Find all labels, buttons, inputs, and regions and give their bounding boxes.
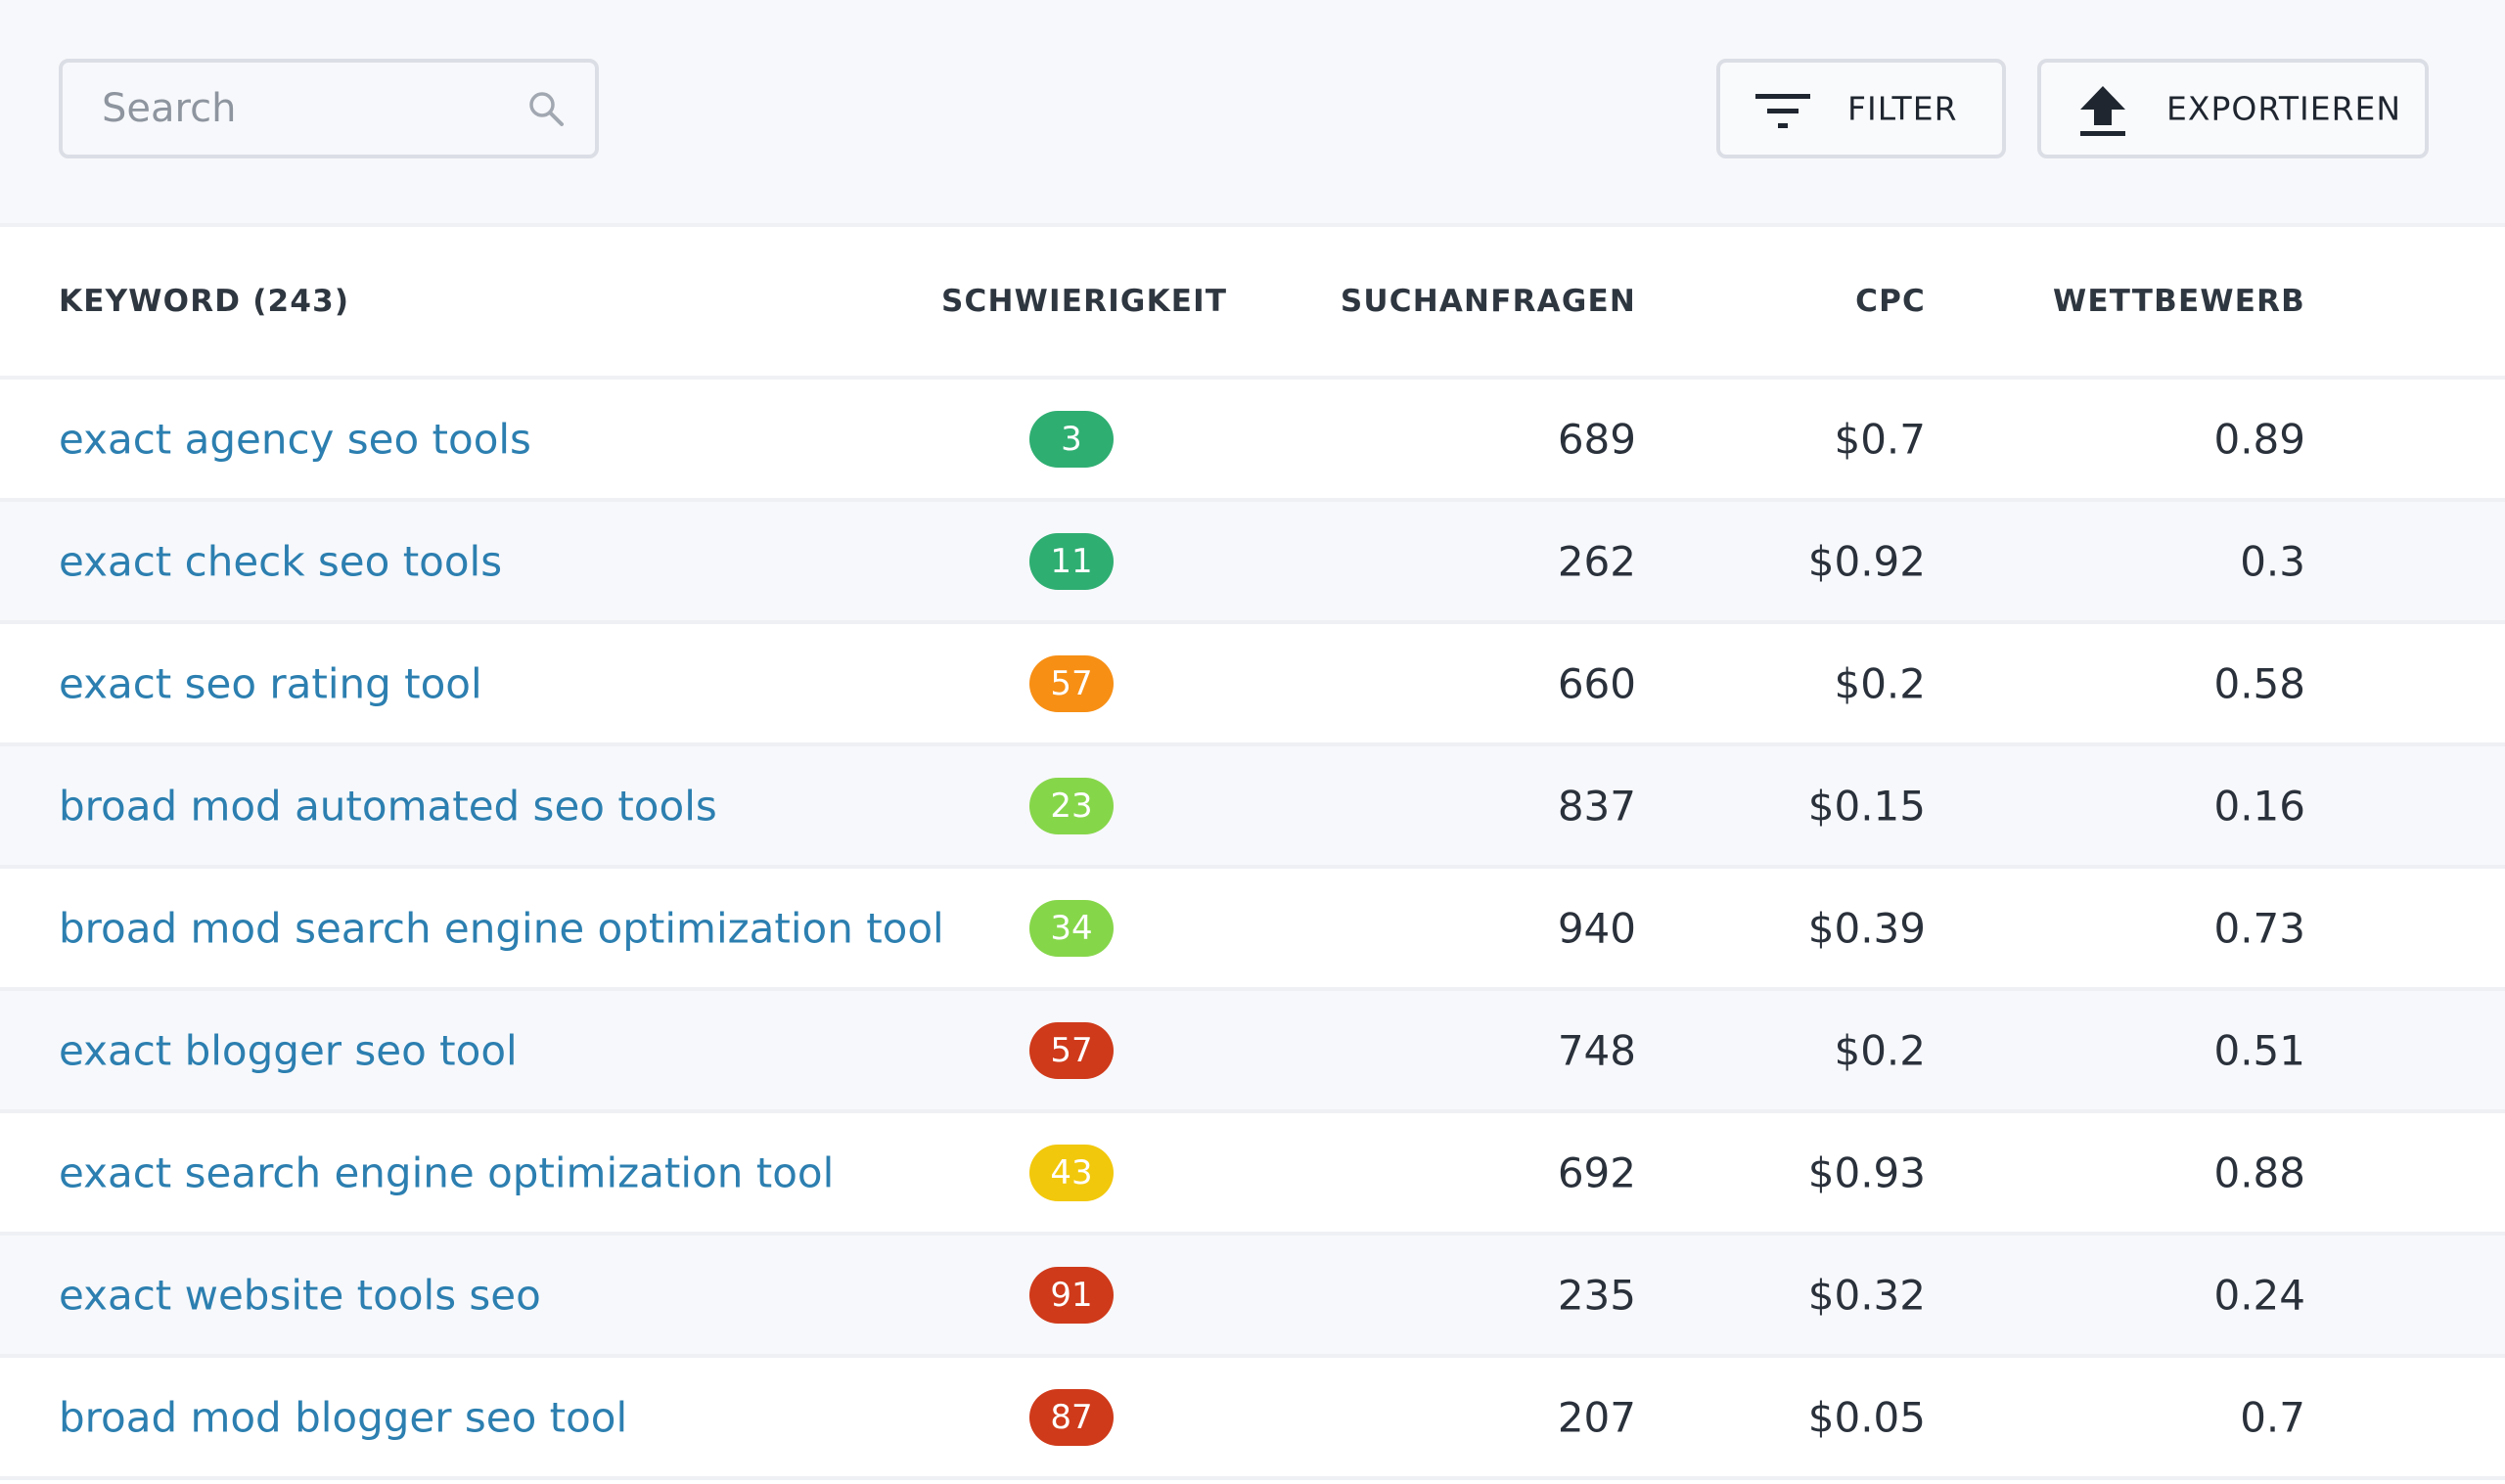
cpc-cell: $0.92	[1807, 537, 1926, 585]
table-row[interactable]: exact agency seo tools 3 689 $0.7 0.89	[0, 380, 2505, 502]
search-icon[interactable]	[526, 89, 566, 128]
competition-cell: 0.89	[2213, 415, 2305, 463]
table-row[interactable]: broad mod automated seo tools 23 837 $0.15 0…	[0, 746, 2505, 869]
keyword-link[interactable]: broad mod blogger seo tool	[59, 1393, 628, 1441]
search-volume-cell: 748	[1557, 1026, 1636, 1074]
table-row[interactable]: exact blogger seo tool 57 748 $0.2 0.51	[0, 991, 2505, 1113]
difficulty-badge: 23	[1029, 777, 1114, 834]
search-volume-cell: 692	[1557, 1148, 1636, 1196]
column-header-volume[interactable]: SUCHANFRAGEN	[1340, 284, 1636, 319]
difficulty-badge: 43	[1029, 1144, 1114, 1201]
keyword-link[interactable]: exact agency seo tools	[59, 415, 531, 463]
competition-cell: 0.51	[2213, 1026, 2305, 1074]
cpc-cell: $0.2	[1834, 659, 1926, 707]
table-row[interactable]: exact search engine optimization tool 43 6…	[0, 1113, 2505, 1236]
filter-button-label: FILTER	[1847, 89, 1958, 128]
table-row[interactable]: broad mod search engine optimization too…	[0, 869, 2505, 991]
competition-cell: 0.7	[2240, 1393, 2305, 1441]
difficulty-badge: 87	[1029, 1388, 1114, 1446]
competition-cell: 0.58	[2213, 659, 2305, 707]
keyword-link[interactable]: exact check seo tools	[59, 537, 503, 585]
search-volume-cell: 940	[1557, 904, 1636, 952]
competition-cell: 0.73	[2213, 904, 2305, 952]
keyword-link[interactable]: broad mod automated seo tools	[59, 782, 717, 830]
cpc-cell: $0.05	[1807, 1393, 1926, 1441]
export-button[interactable]: EXPORTIEREN	[2037, 59, 2429, 158]
cpc-cell: $0.15	[1807, 782, 1926, 830]
competition-cell: 0.16	[2213, 782, 2305, 830]
table-row[interactable]: exact seo rating tool 57 660 $0.2 0.58	[0, 624, 2505, 746]
keyword-link[interactable]: exact seo rating tool	[59, 659, 482, 707]
search-volume-cell: 660	[1557, 659, 1636, 707]
keyword-link[interactable]: broad mod search engine optimization too…	[59, 904, 944, 952]
keyword-link[interactable]: exact blogger seo tool	[59, 1026, 518, 1074]
table-header-row: KEYWORD (243) SCHWIERIGKEIT SUCHANFRAGEN…	[0, 223, 2505, 380]
upload-icon	[2080, 86, 2125, 136]
difficulty-badge: 11	[1029, 532, 1114, 590]
search-volume-cell: 837	[1557, 782, 1636, 830]
difficulty-badge: 34	[1029, 899, 1114, 957]
column-header-difficulty[interactable]: SCHWIERIGKEIT	[941, 284, 1228, 319]
cpc-cell: $0.2	[1834, 1026, 1926, 1074]
search-volume-cell: 207	[1557, 1393, 1636, 1441]
cpc-cell: $0.93	[1807, 1148, 1926, 1196]
keyword-table: KEYWORD (243) SCHWIERIGKEIT SUCHANFRAGEN…	[0, 223, 2505, 1484]
table-row[interactable]: exact check seo tools 11 262 $0.92 0.3	[0, 502, 2505, 624]
cpc-cell: $0.32	[1807, 1271, 1926, 1319]
search-box[interactable]	[59, 59, 599, 158]
table-row[interactable]: broad mod blogger seo tool 87 207 $0.05 0.7	[0, 1358, 2505, 1480]
search-volume-cell: 689	[1557, 415, 1636, 463]
column-header-cpc[interactable]: CPC	[1855, 284, 1926, 319]
difficulty-badge: 57	[1029, 654, 1114, 712]
column-header-competition[interactable]: WETTBEWERB	[2052, 284, 2305, 319]
search-volume-cell: 262	[1557, 537, 1636, 585]
filter-icon	[1755, 94, 1810, 128]
filter-button[interactable]: FILTER	[1716, 59, 2006, 158]
cpc-cell: $0.39	[1807, 904, 1926, 952]
search-volume-cell: 235	[1557, 1271, 1636, 1319]
competition-cell: 0.24	[2213, 1271, 2305, 1319]
competition-cell: 0.88	[2213, 1148, 2305, 1196]
competition-cell: 0.3	[2240, 537, 2305, 585]
keyword-link[interactable]: exact search engine optimization tool	[59, 1148, 835, 1196]
difficulty-badge: 3	[1029, 410, 1114, 468]
search-input[interactable]	[63, 63, 513, 155]
export-button-label: EXPORTIEREN	[2166, 89, 2402, 128]
column-header-keyword[interactable]: KEYWORD (243)	[59, 284, 350, 319]
keyword-link[interactable]: exact website tools seo	[59, 1271, 541, 1319]
cpc-cell: $0.7	[1834, 415, 1926, 463]
table-row[interactable]: exact website tools seo 91 235 $0.32 0.24	[0, 1236, 2505, 1358]
toolbar: FILTER EXPORTIEREN	[0, 0, 2505, 223]
difficulty-badge: 57	[1029, 1021, 1114, 1079]
difficulty-badge: 91	[1029, 1266, 1114, 1324]
